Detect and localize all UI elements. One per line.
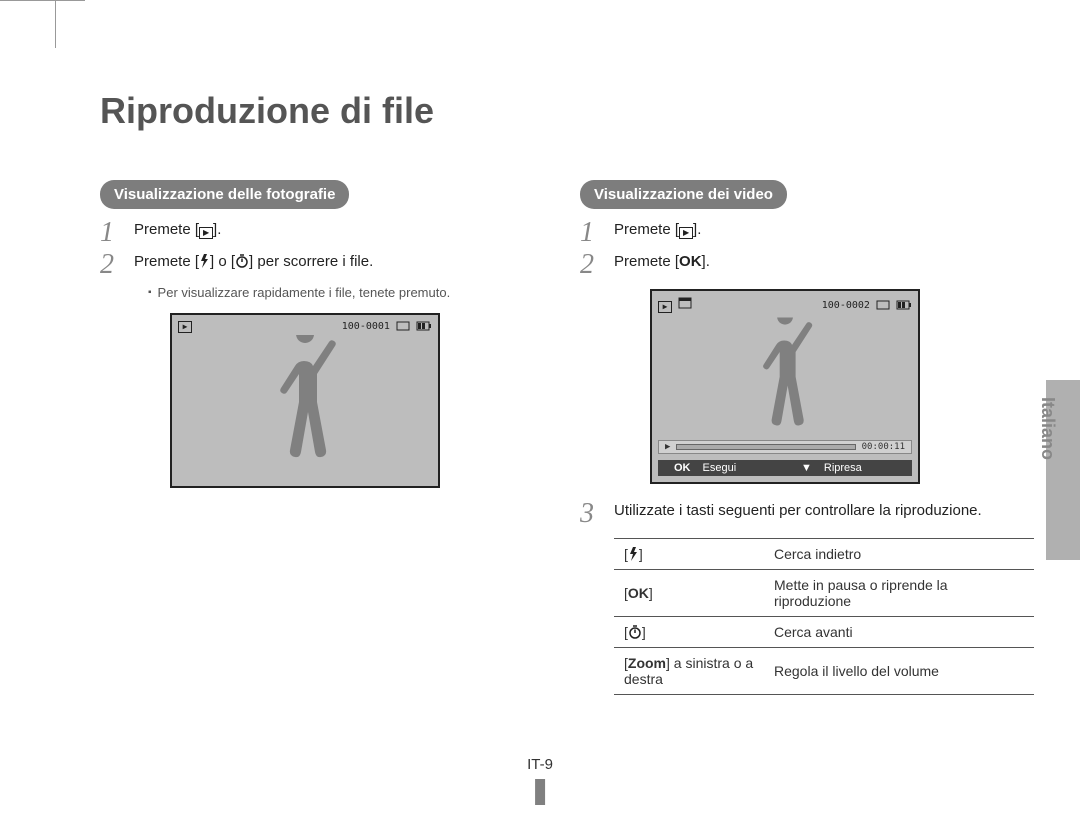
table-row: [Zoom] a sinistra o a destra Regola il l… xyxy=(614,648,1034,695)
card-icon xyxy=(396,321,410,331)
step-text: Premete [] o [] per scorrere i file. xyxy=(134,251,530,274)
crop-mark-top xyxy=(0,0,85,1)
section-heading-photos: Visualizzazione delle fotografie xyxy=(100,180,349,209)
flash-icon xyxy=(199,254,210,268)
play-icon: ▶ xyxy=(679,227,693,239)
play-icon: ▶ xyxy=(658,301,672,313)
side-tab-label: Italiano xyxy=(1037,397,1058,460)
elapsed-time: 00:00:11 xyxy=(862,442,905,452)
section-heading-videos: Visualizzazione dei video xyxy=(580,180,787,209)
file-number: 100-0002 xyxy=(822,300,870,311)
battery-icon xyxy=(416,321,432,331)
battery-icon xyxy=(896,300,912,310)
step-text: Premete [OK]. xyxy=(614,251,1010,274)
page-number-bar xyxy=(535,779,545,805)
controls-table: [] Cerca indietro [OK] Mette in pausa o … xyxy=(614,538,1034,695)
timer-icon xyxy=(628,625,642,639)
movie-icon xyxy=(678,297,692,309)
camera-screen-photo: ▶ 100-0001 xyxy=(170,313,440,488)
progress-play-icon: ▶ xyxy=(665,442,670,452)
step-text: Premete [▶]. xyxy=(614,219,1010,242)
table-row: [OK] Mette in pausa o riprende la riprod… xyxy=(614,570,1034,617)
page-content: Riproduzione di file Visualizzazione del… xyxy=(100,90,1020,805)
person-silhouette xyxy=(260,335,350,465)
timer-icon xyxy=(235,254,249,268)
play-icon: ▶ xyxy=(199,227,213,239)
table-row: [] Cerca indietro xyxy=(614,539,1034,570)
card-icon xyxy=(876,300,890,310)
file-number: 100-0001 xyxy=(342,321,390,332)
column-photos: Visualizzazione delle fotografie 1 Preme… xyxy=(100,180,530,695)
person-silhouette xyxy=(745,318,825,433)
column-videos: Visualizzazione dei video 1 Premete [▶].… xyxy=(580,180,1010,695)
step-text: Utilizzate i tasti seguenti per controll… xyxy=(614,500,1010,523)
video-softkeys: OKEsegui ▼Ripresa xyxy=(658,460,912,476)
step-note: Per visualizzare rapidamente i file, ten… xyxy=(148,283,530,303)
step-text: Premete [▶]. xyxy=(134,219,530,242)
play-icon: ▶ xyxy=(178,321,192,333)
table-row: [] Cerca avanti xyxy=(614,617,1034,648)
camera-screen-video: ▶ 100-0002 ▶ 00:00:11 xyxy=(650,289,920,484)
crop-mark-left xyxy=(55,0,56,48)
step-number: 3 xyxy=(580,500,602,528)
progress-bar: ▶ 00:00:11 xyxy=(658,440,912,454)
step-number: 2 xyxy=(100,251,122,279)
page-number: IT-9 xyxy=(527,756,553,805)
step-number: 2 xyxy=(580,251,602,279)
step-number: 1 xyxy=(100,219,122,247)
flash-icon xyxy=(628,547,639,561)
page-title: Riproduzione di file xyxy=(100,90,1020,132)
step-number: 1 xyxy=(580,219,602,247)
